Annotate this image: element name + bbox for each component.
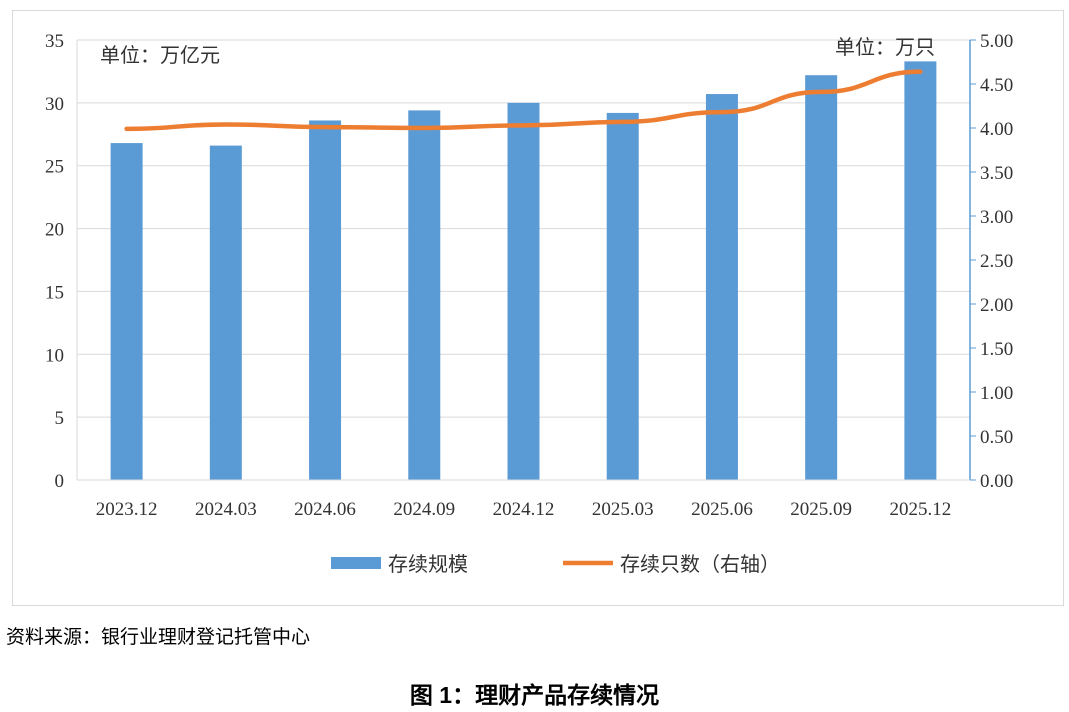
left-tick-label: 30 [45, 94, 64, 115]
bar-2024.09 [408, 110, 441, 481]
left-tick-label: 35 [45, 31, 64, 52]
bar-2024.03 [209, 145, 242, 480]
right-tick-label: 2.50 [980, 251, 1013, 272]
right-tick-label: 1.00 [980, 383, 1013, 404]
legend-bar-swatch [331, 557, 381, 569]
left-tick-label: 5 [55, 408, 65, 429]
right-tick-label: 3.00 [980, 207, 1013, 228]
x-tick-label: 2024.09 [393, 499, 455, 520]
x-tick-label: 2024.03 [195, 499, 257, 520]
right-tick-label: 0.00 [980, 471, 1013, 492]
bar-2025.06 [705, 94, 738, 481]
left-tick-label: 20 [45, 220, 64, 241]
bar-2025.12 [904, 61, 937, 480]
bar-2025.03 [606, 112, 639, 481]
left-tick-label: 15 [45, 282, 64, 303]
bar-2025.09 [805, 75, 838, 480]
right-tick-label: 4.50 [980, 75, 1013, 96]
right-tick-label: 2.00 [980, 295, 1013, 316]
left-tick-label: 25 [45, 157, 64, 178]
x-tick-label: 2025.06 [691, 499, 753, 520]
chart-frame [12, 10, 1064, 606]
left-unit-label: 单位：万亿元 [100, 44, 220, 67]
right-tick-label: 1.50 [980, 339, 1013, 360]
chart: 0 5 10 15 20 25 30 35 0.00 0.50 1.00 1.50 2.00 2.50 3.… [45, 31, 1013, 576]
legend-line-label: 存续只数（右轴） [620, 553, 780, 576]
right-unit-label: 单位：万只 [835, 36, 935, 59]
right-tick-label: 3.50 [980, 163, 1013, 184]
legend-bar-label: 存续规模 [388, 553, 468, 576]
left-tick-label: 10 [45, 345, 64, 366]
source-note: 资料来源：银行业理财登记托管中心 [6, 627, 311, 648]
bar-2024.06 [309, 120, 342, 480]
bar-2023.12 [110, 143, 143, 481]
right-tick-label: 4.00 [980, 119, 1013, 140]
right-tick-label: 0.50 [980, 427, 1013, 448]
x-tick-label: 2024.06 [294, 499, 356, 520]
figure-caption: 图 1：理财产品存续情况 [409, 682, 660, 708]
left-tick-label: 0 [55, 471, 65, 492]
right-tick-label: 5.00 [980, 31, 1013, 52]
x-tick-label: 2025.12 [890, 499, 952, 520]
bar-2024.12 [507, 102, 540, 480]
x-tick-label: 2025.09 [790, 499, 852, 520]
x-tick-label: 2025.03 [592, 499, 654, 520]
x-tick-label: 2024.12 [493, 499, 555, 520]
x-tick-label: 2023.12 [96, 499, 158, 520]
